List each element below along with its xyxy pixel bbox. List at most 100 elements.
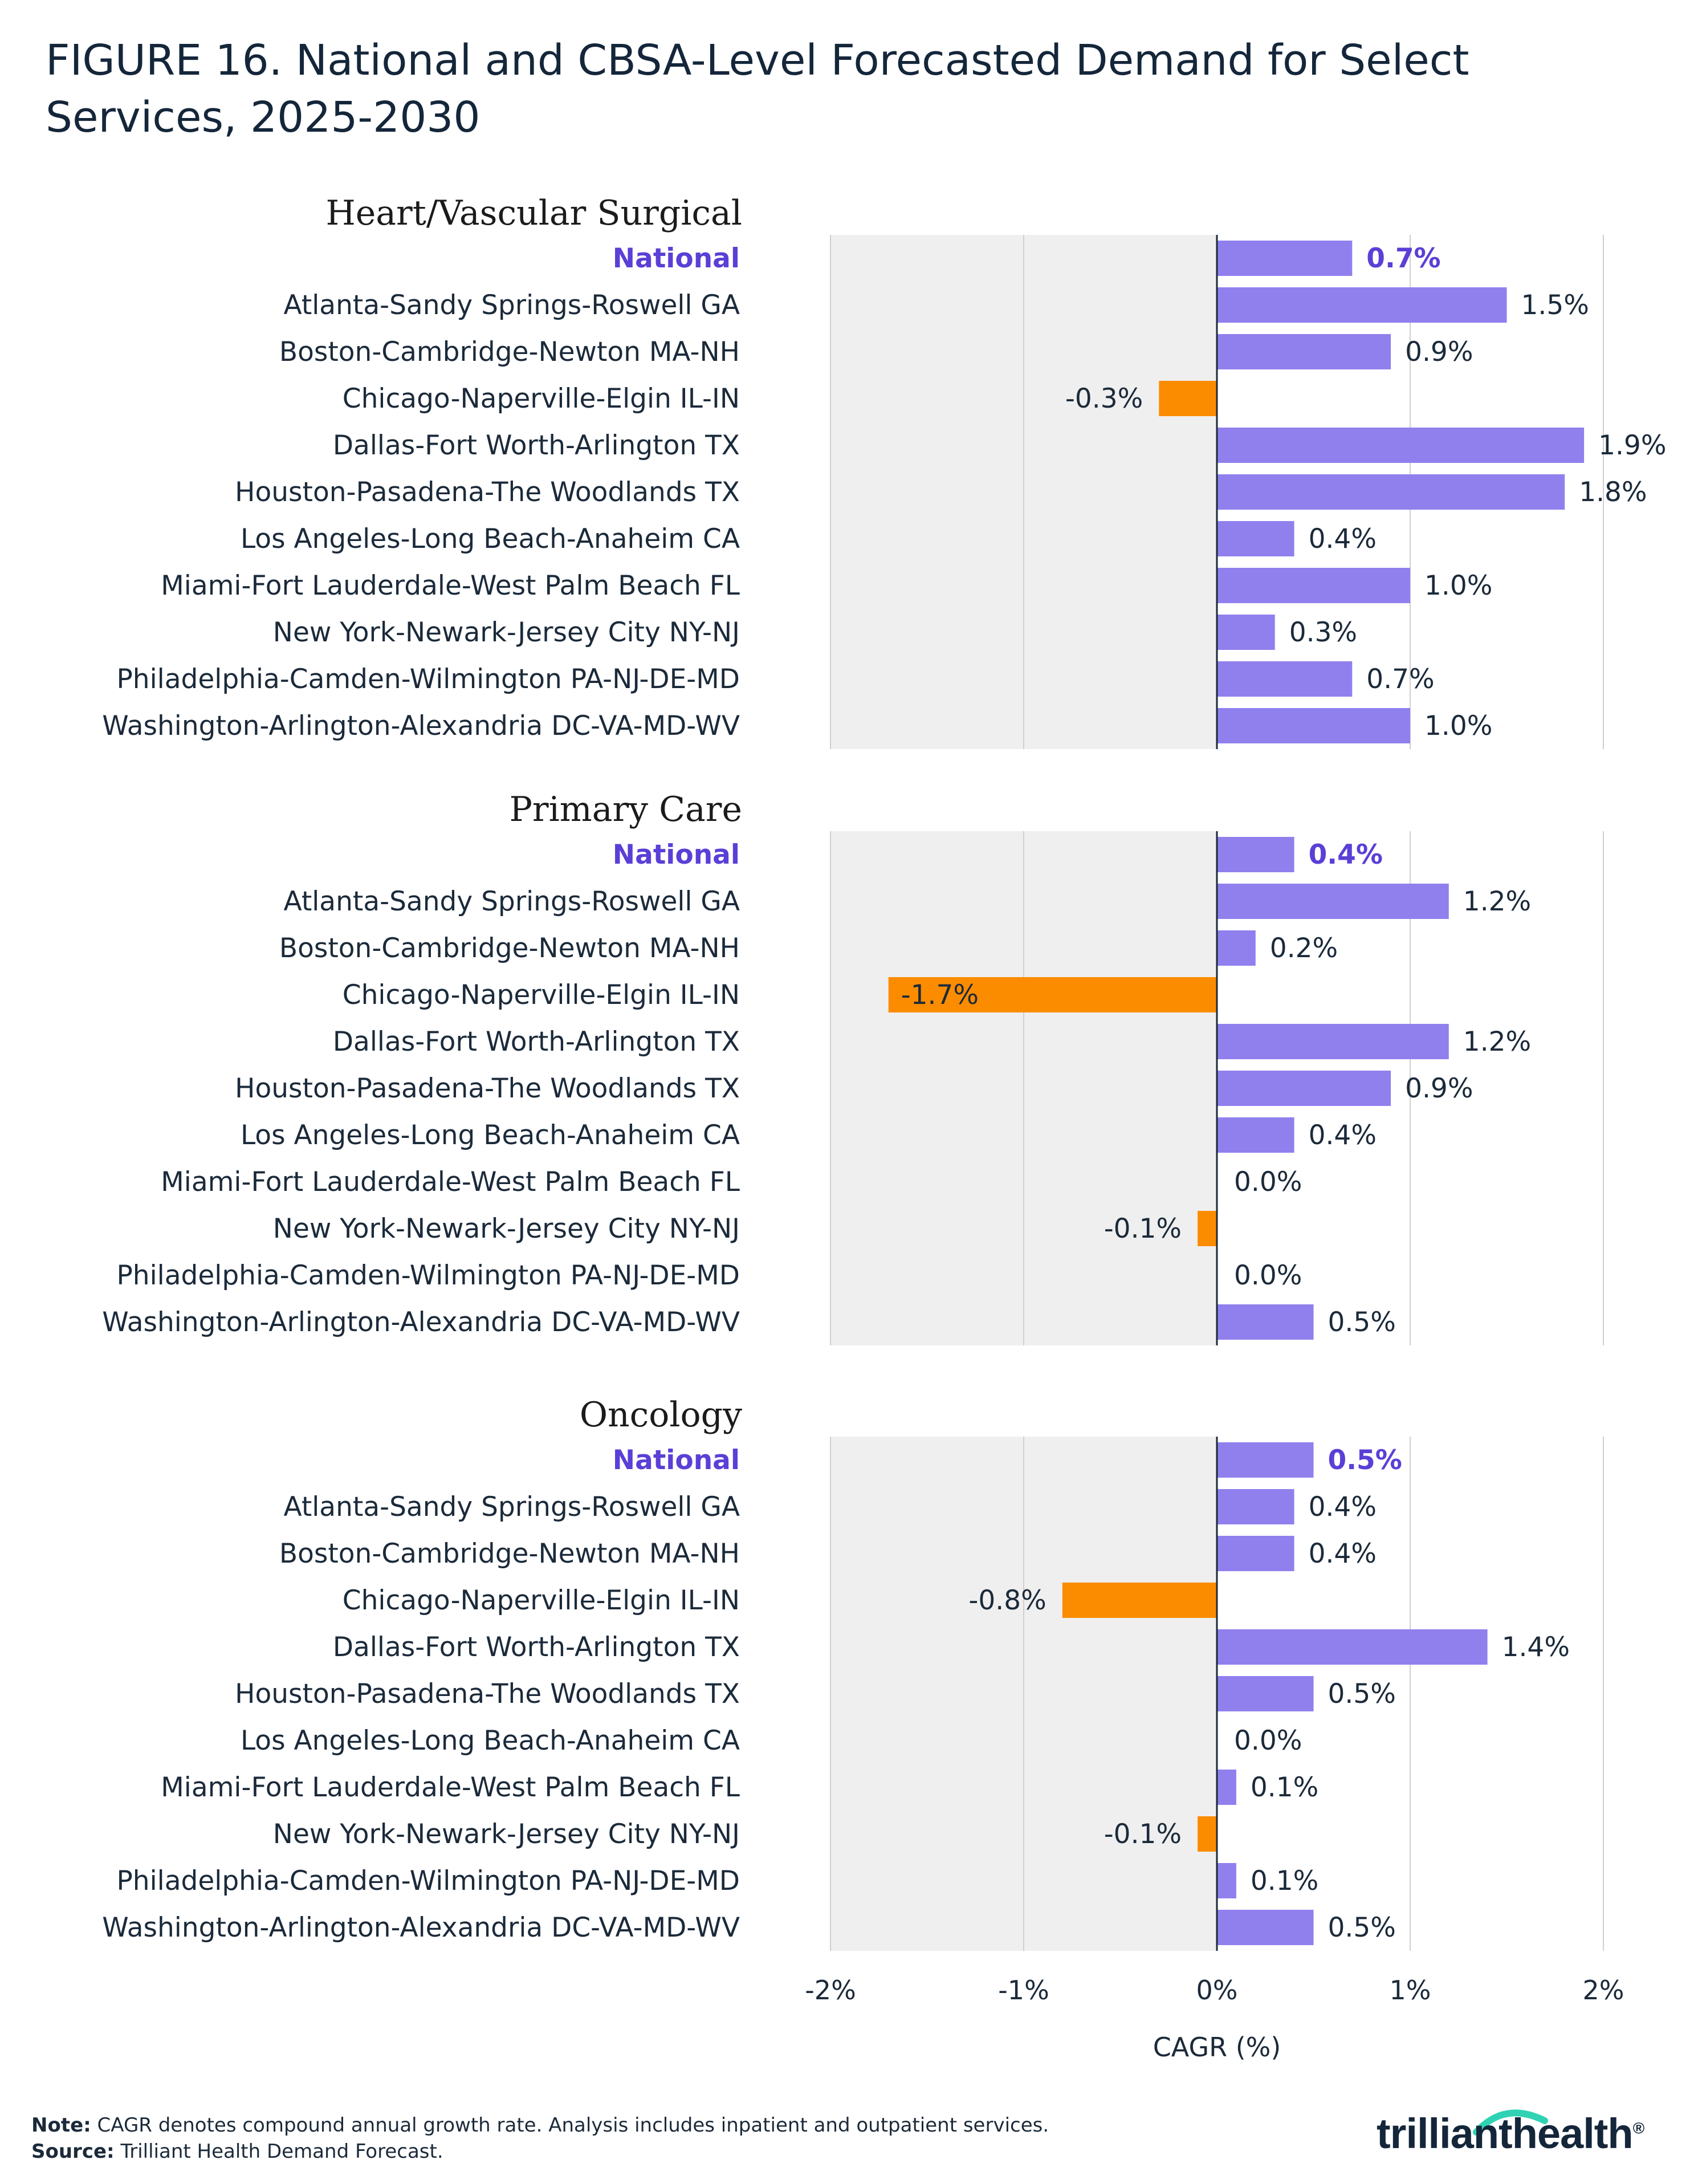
x-axis-title: CAGR (%) [1153,2032,1281,2063]
category-label: Dallas-Fort Worth-Arlington TX [333,430,740,461]
x-tick-label: 1% [1390,1975,1431,2006]
category-label: Miami-Fort Lauderdale-West Palm Beach FL [161,570,740,601]
bar [1217,615,1275,650]
category-label: Chicago-Naperville-Elgin IL-IN [343,383,740,414]
value-label: 1.8% [1579,477,1647,508]
value-label: 0.2% [1270,933,1338,964]
category-label: New York-Newark-Jersey City NY-NJ [273,617,740,648]
category-label: National [613,243,740,274]
bar [1217,1910,1314,1945]
bar [1217,1629,1488,1665]
category-label: Los Angeles-Long Beach-Anaheim CA [241,523,740,555]
panel-title-primary-care: Primary Care [510,790,742,829]
category-label: Chicago-Naperville-Elgin IL-IN [343,979,740,1011]
source-text: Trilliant Health Demand Forecast. [120,2140,443,2163]
category-label: Atlanta-Sandy Springs-Roswell GA [284,290,740,321]
bar [1217,474,1565,510]
value-label: -0.1% [1104,1819,1182,1850]
logo-arc-icon [1473,2109,1548,2136]
panel-title-oncology: Oncology [580,1395,742,1435]
value-label: -1.7% [901,979,979,1011]
x-tick-label: -1% [998,1975,1049,2006]
category-label: Boston-Cambridge-Newton MA-NH [279,933,740,964]
bar [1217,1770,1236,1805]
category-label: Philadelphia-Camden-Wilmington PA-NJ-DE-… [116,664,740,695]
value-label: 0.4% [1309,523,1377,555]
value-label: 0.7% [1366,664,1434,695]
note-text: CAGR denotes compound annual growth rate… [97,2114,1049,2137]
value-label: -0.1% [1104,1213,1182,1244]
value-label: 0.9% [1405,1073,1473,1104]
category-label: Chicago-Naperville-Elgin IL-IN [343,1585,740,1616]
logo-text-a: trilliant [1377,2110,1513,2157]
value-label: 0.0% [1234,1260,1302,1291]
bar [1217,1442,1314,1478]
bar [1159,381,1217,416]
bar [1217,1024,1449,1059]
bar [1217,568,1410,603]
value-label: 0.5% [1328,1678,1396,1710]
source-label: Source: [31,2140,115,2163]
category-label: Dallas-Fort Worth-Arlington TX [333,1632,740,1663]
value-label: 0.1% [1251,1772,1318,1803]
value-label: 0.9% [1405,336,1473,368]
value-label: 0.1% [1251,1865,1318,1897]
bar-chart: Heart/Vascular Surgical National 0.7% Atlan… [102,193,1666,2063]
x-tick-label: 0% [1196,1975,1238,2006]
bar [1198,1211,1217,1246]
bar [1217,837,1294,872]
value-label: 1.0% [1424,570,1492,601]
footnotes: Note: CAGR denotes compound annual growt… [31,2112,1228,2165]
logo-reg-mark: ® [1632,2119,1645,2137]
category-label: Miami-Fort Lauderdale-West Palm Beach FL [161,1166,740,1198]
bar [1217,1676,1314,1711]
category-label: National [613,839,740,871]
category-label: National [613,1445,740,1476]
note-label: Note: [31,2114,91,2137]
bar [1217,287,1507,323]
bar [1217,1304,1314,1340]
bar [1217,241,1353,276]
value-label: 1.5% [1521,290,1589,321]
category-label: Los Angeles-Long Beach-Anaheim CA [241,1120,740,1151]
bar [1217,428,1585,463]
value-label: 0.4% [1309,1538,1377,1569]
bar [1217,1863,1236,1898]
bar [1198,1816,1217,1852]
value-label: 0.4% [1309,1120,1377,1151]
category-label: Atlanta-Sandy Springs-Roswell GA [284,886,740,917]
value-label: 0.5% [1328,1912,1396,1943]
bar [1217,1489,1294,1524]
logo-text-b: health [1512,2110,1634,2157]
value-label: 0.5% [1328,1307,1396,1338]
value-label: 1.2% [1463,1026,1531,1058]
category-label: Houston-Pasadena-The Woodlands TX [235,1678,740,1710]
category-label: Dallas-Fort Worth-Arlington TX [333,1026,740,1058]
source-line: Source: Trilliant Health Demand Forecast… [31,2138,1228,2165]
value-label: 0.4% [1309,1491,1377,1523]
category-label: Los Angeles-Long Beach-Anaheim CA [241,1725,740,1756]
value-label: 1.0% [1424,710,1492,742]
category-label: Houston-Pasadena-The Woodlands TX [235,477,740,508]
x-tick-label: 2% [1583,1975,1624,2006]
value-label: 0.7% [1366,243,1440,274]
value-label: 1.9% [1598,430,1666,461]
category-label: Washington-Arlington-Alexandria DC-VA-MD… [102,1912,740,1943]
bar [1062,1583,1217,1618]
value-label: -0.3% [1065,383,1143,414]
panel-title-heart-vascular-surgical: Heart/Vascular Surgical [325,193,742,233]
bar [1217,1117,1294,1153]
category-label: Boston-Cambridge-Newton MA-NH [279,336,740,368]
value-label: 1.2% [1463,886,1531,917]
category-label: Atlanta-Sandy Springs-Roswell GA [284,1491,740,1523]
value-label: 0.4% [1309,839,1383,871]
value-label: 0.0% [1234,1166,1302,1198]
category-label: Miami-Fort Lauderdale-West Palm Beach FL [161,1772,740,1803]
category-label: Boston-Cambridge-Newton MA-NH [279,1538,740,1569]
category-label: New York-Newark-Jersey City NY-NJ [273,1213,740,1244]
bar [1217,708,1410,743]
bar [1217,661,1353,697]
category-label: Washington-Arlington-Alexandria DC-VA-MD… [102,1307,740,1338]
figure-title: FIGURE 16. National and CBSA-Level Forec… [46,36,1469,142]
category-label: Philadelphia-Camden-Wilmington PA-NJ-DE-… [116,1260,740,1291]
